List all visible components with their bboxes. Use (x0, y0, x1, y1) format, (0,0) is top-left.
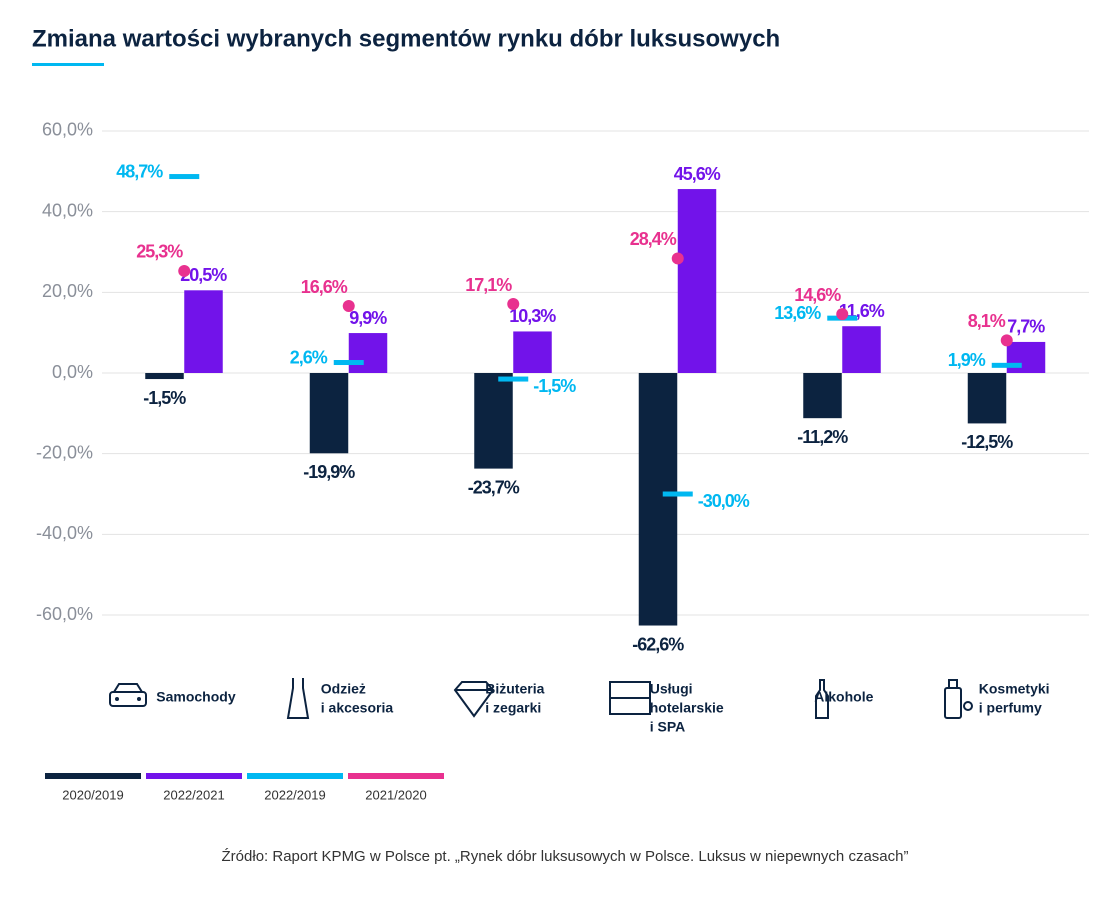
value-label: -62,6% (632, 634, 684, 654)
bar (677, 189, 717, 373)
category-label: Samochody (156, 689, 236, 705)
dash-marker (333, 360, 364, 366)
bar (184, 290, 223, 373)
category-label: Kosmetyki (979, 681, 1050, 697)
bar (638, 373, 678, 626)
value-label: -19,9% (303, 462, 355, 482)
bottle-icon (815, 679, 829, 719)
dash-marker (498, 376, 529, 382)
category-label: hotelarskie (650, 700, 724, 716)
legend-label: 2022/2019 (264, 787, 325, 802)
legend-swatch (247, 773, 343, 779)
value-label: 9,9% (349, 308, 387, 328)
bar (803, 373, 842, 419)
value-label: 16,6% (301, 277, 348, 297)
dot-marker (178, 264, 191, 277)
category-label: i perfumy (979, 700, 1042, 716)
category-label: i SPA (650, 719, 686, 735)
value-label: 1,9% (948, 350, 986, 370)
chart-title: Zmiana wartości wybranych segmentów rynk… (32, 25, 780, 52)
value-label: -1,5% (533, 376, 576, 396)
value-label: 25,3% (136, 242, 183, 262)
dot-marker (342, 300, 355, 313)
category-label: Odzież (321, 681, 366, 697)
legend-label: 2020/2019 (62, 787, 123, 802)
bed-icon (609, 681, 651, 715)
value-label: -30,0% (698, 491, 750, 511)
y-tick-label: 0,0% (52, 362, 93, 382)
bar (513, 331, 552, 373)
value-label: -11,2% (797, 427, 848, 447)
bar (967, 373, 1007, 424)
dress-icon (286, 678, 310, 719)
value-label: -1,5% (143, 388, 186, 408)
dash-marker (991, 362, 1022, 368)
legend-swatch (45, 773, 141, 779)
legend-swatch (146, 773, 242, 779)
bar (1006, 341, 1046, 373)
value-label: 14,6% (794, 285, 841, 305)
bar (145, 373, 184, 380)
y-tick-label: -60,0% (36, 604, 93, 624)
dot-marker (507, 298, 520, 311)
bar (842, 326, 881, 373)
value-label: 48,7% (116, 161, 163, 181)
title-underline (32, 63, 104, 66)
dot-marker (1000, 334, 1013, 347)
value-label: 13,6% (774, 303, 821, 323)
value-label: 8,1% (968, 311, 1006, 331)
value-label: 28,4% (630, 229, 677, 249)
dash-marker (169, 174, 200, 180)
legend-label: 2021/2020 (365, 787, 426, 802)
diamond-icon (453, 681, 495, 718)
dot-marker (836, 308, 849, 321)
y-tick-label: 20,0% (42, 281, 93, 301)
value-label: 10,3% (509, 306, 556, 326)
category-label: Alkohole (814, 689, 873, 705)
value-label: 2,6% (290, 347, 328, 367)
category-label: i akcesoria (321, 700, 394, 716)
legend-label: 2022/2021 (163, 787, 224, 802)
perfume-icon (944, 679, 973, 719)
value-label: 20,5% (180, 265, 227, 285)
value-label: 17,1% (465, 275, 512, 295)
value-label: -23,7% (468, 477, 520, 497)
bar (348, 333, 388, 373)
category-label: Usługi (650, 681, 693, 697)
dash-marker (662, 491, 693, 497)
dot-marker (671, 252, 684, 265)
bar (309, 373, 349, 454)
value-label: 45,6% (674, 164, 721, 184)
icons (109, 678, 973, 719)
y-tick-label: 40,0% (42, 200, 93, 220)
value-label: 7,7% (1007, 317, 1045, 337)
y-tick-label: -40,0% (36, 523, 93, 543)
source: Źródło: Raport KPMG w Polsce pt. „Rynek … (222, 848, 909, 865)
bar (474, 373, 513, 469)
category-label: Biżuteria (485, 681, 544, 697)
legend-swatch (348, 773, 444, 779)
category-label: i zegarki (485, 700, 541, 716)
y-tick-label: -20,0% (36, 442, 93, 462)
value-label: -12,5% (961, 432, 1013, 452)
y-tick-label: 60,0% (42, 120, 93, 140)
car-icon (109, 683, 147, 707)
